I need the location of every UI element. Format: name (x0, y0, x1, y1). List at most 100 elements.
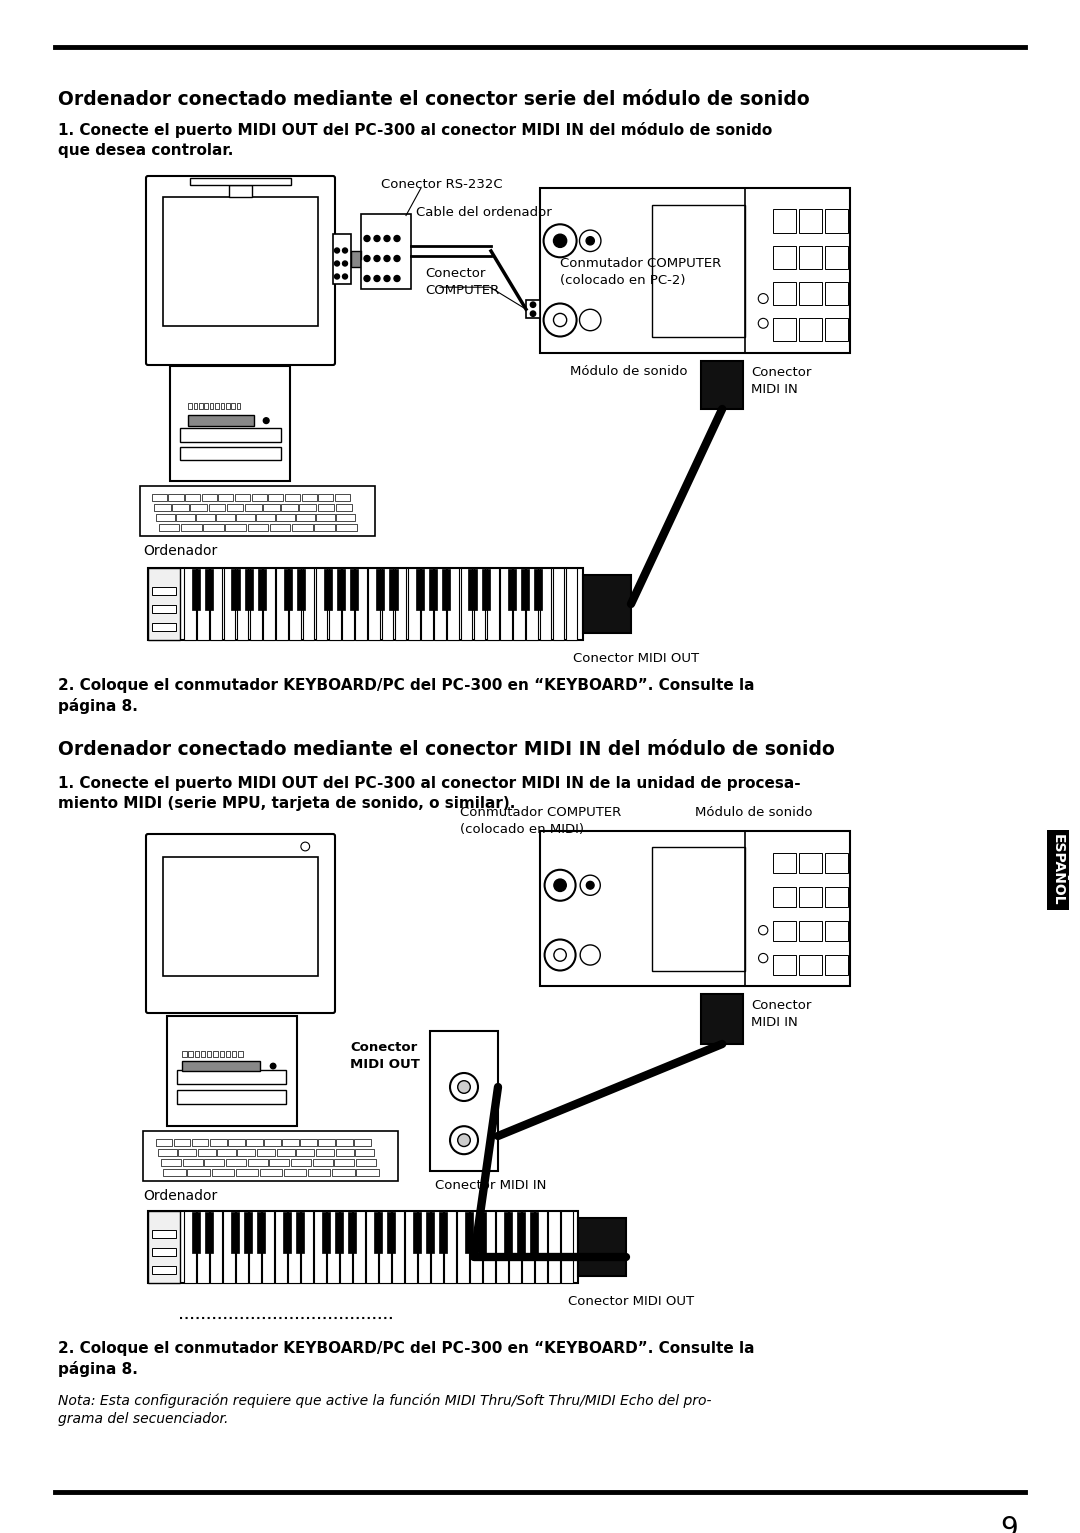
Bar (312, 1159, 333, 1165)
Bar (178, 1148, 197, 1156)
Bar (163, 196, 319, 327)
Bar (238, 1148, 255, 1156)
Circle shape (394, 256, 400, 262)
Bar (264, 503, 280, 510)
Bar (701, 360, 743, 409)
Bar (318, 503, 334, 510)
Bar (336, 1139, 353, 1145)
Bar (179, 446, 281, 460)
Bar (257, 1148, 275, 1156)
Bar (179, 428, 281, 442)
Bar (288, 1211, 299, 1283)
Bar (245, 503, 261, 510)
Circle shape (758, 319, 768, 328)
Bar (540, 569, 551, 639)
Bar (177, 1070, 286, 1084)
Bar (316, 1148, 334, 1156)
Circle shape (543, 304, 577, 337)
Bar (247, 523, 268, 530)
Bar (159, 523, 179, 530)
Bar (540, 189, 850, 353)
Bar (429, 569, 437, 610)
Bar (772, 955, 796, 975)
Text: ESPAÑOL: ESPAÑOL (1051, 834, 1065, 906)
Text: Ordenador conectado mediante el conector MIDI IN del módulo de sonido: Ordenador conectado mediante el conector… (58, 740, 835, 759)
Bar (237, 569, 248, 639)
Bar (291, 1159, 311, 1165)
Bar (210, 1139, 227, 1145)
Bar (513, 569, 525, 639)
Text: Conector
MIDI IN: Conector MIDI IN (752, 1000, 811, 1029)
Circle shape (342, 248, 348, 253)
Circle shape (580, 230, 600, 251)
Bar (201, 1052, 205, 1056)
Bar (246, 1139, 262, 1145)
Circle shape (586, 236, 594, 245)
Bar (487, 569, 499, 639)
Text: Conector MIDI OUT: Conector MIDI OUT (573, 652, 699, 665)
Bar (548, 1211, 559, 1283)
Bar (553, 569, 565, 639)
Bar (192, 569, 200, 610)
Bar (152, 604, 176, 613)
Bar (231, 1213, 239, 1252)
Bar (336, 503, 352, 510)
Bar (148, 569, 583, 639)
Bar (231, 403, 235, 409)
Bar (578, 1219, 626, 1275)
Bar (442, 569, 450, 610)
Bar (249, 569, 261, 639)
Bar (405, 1211, 417, 1283)
Bar (190, 503, 207, 510)
Circle shape (342, 261, 348, 267)
Bar (188, 415, 254, 426)
Bar (772, 245, 796, 268)
Bar (231, 569, 240, 610)
Bar (825, 210, 849, 233)
Bar (332, 1168, 354, 1176)
Bar (143, 1131, 399, 1180)
Bar (297, 569, 306, 610)
Text: Conmutador COMPUTER
(colocado en MIDI): Conmutador COMPUTER (colocado en MIDI) (460, 806, 621, 835)
Bar (408, 569, 419, 639)
Circle shape (554, 949, 566, 961)
Circle shape (758, 926, 768, 935)
Bar (530, 1213, 538, 1252)
Text: Módulo de sonido: Módulo de sonido (570, 365, 688, 379)
Bar (212, 1168, 234, 1176)
Bar (322, 1213, 329, 1252)
Bar (394, 569, 406, 639)
Bar (198, 569, 208, 639)
Bar (381, 569, 393, 639)
Bar (166, 1016, 297, 1127)
Bar (356, 1159, 376, 1165)
Bar (172, 503, 189, 510)
Circle shape (384, 236, 390, 242)
Bar (270, 523, 291, 530)
Circle shape (450, 1073, 478, 1101)
Circle shape (384, 256, 390, 262)
Bar (205, 569, 213, 610)
Circle shape (553, 313, 567, 327)
Bar (222, 1211, 234, 1283)
Circle shape (364, 276, 370, 282)
Bar (211, 569, 222, 639)
FancyBboxPatch shape (146, 176, 335, 365)
Bar (168, 494, 184, 500)
Bar (264, 569, 274, 639)
Bar (300, 1139, 316, 1145)
Bar (825, 282, 849, 305)
Bar (374, 1213, 382, 1252)
Text: 2. Coloque el conmutador KEYBOARD/PC del PC-300 en “KEYBOARD”. Consulte la
págin: 2. Coloque el conmutador KEYBOARD/PC del… (58, 1341, 755, 1377)
Bar (220, 403, 225, 409)
Bar (237, 403, 241, 409)
Bar (183, 1052, 187, 1056)
Bar (258, 569, 266, 610)
Bar (772, 319, 796, 342)
Circle shape (394, 276, 400, 282)
Bar (772, 852, 796, 872)
Circle shape (374, 236, 380, 242)
Bar (535, 569, 542, 610)
Bar (276, 569, 288, 639)
Bar (249, 1211, 260, 1283)
